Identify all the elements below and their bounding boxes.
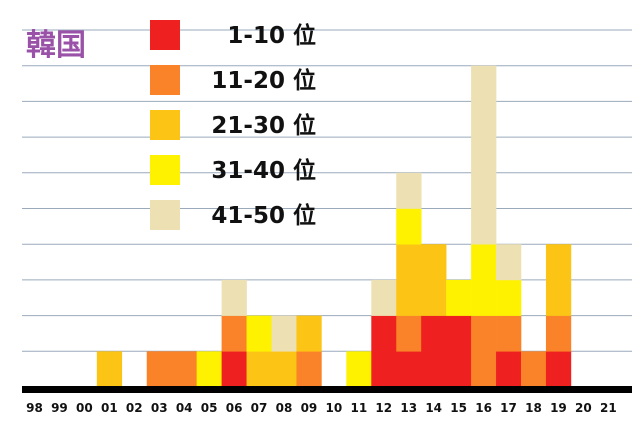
bar-segment-06-series-4 — [221, 279, 247, 316]
bar-segment-01-series-2 — [96, 351, 123, 388]
x-tick-label: 20 — [575, 401, 592, 415]
legend-swatch-1-10 — [150, 20, 180, 50]
bar-segment-09-series-1 — [296, 351, 322, 388]
bar-segment-19-series-1 — [545, 315, 572, 352]
x-tick-label: 17 — [500, 401, 517, 415]
bar-segment-18-series-1 — [521, 351, 547, 388]
bar-segment-03-series-1 — [146, 351, 172, 388]
x-tick-label: 04 — [176, 401, 193, 415]
gridlines — [22, 29, 632, 352]
x-tick-label: 06 — [226, 401, 243, 415]
x-tick-label: 10 — [326, 401, 343, 415]
bar-segment-16-series-1 — [471, 315, 497, 388]
legend-swatch-21-30 — [150, 110, 180, 140]
bar-segment-17-series-4 — [496, 244, 522, 281]
x-tick-label: 19 — [550, 401, 567, 415]
bar-segment-07-series-2 — [246, 351, 272, 388]
bar-segment-09-series-2 — [296, 315, 322, 352]
x-tick-label: 14 — [425, 401, 442, 415]
legend-item-31-40: 31-40 位 — [150, 155, 350, 191]
x-tick-label: 05 — [201, 401, 218, 415]
bar-segment-13-series-1 — [396, 315, 422, 352]
x-tick-label: 11 — [350, 401, 367, 415]
x-tick-label: 01 — [101, 401, 118, 415]
bar-segment-17-series-0 — [496, 351, 522, 388]
bar-segment-15-series-3 — [446, 279, 472, 316]
legend-item-1-10: 1-10 位 — [150, 20, 350, 56]
x-tick-label: 13 — [400, 401, 417, 415]
x-tick-label: 08 — [276, 401, 293, 415]
legend-swatch-41-50 — [150, 200, 180, 230]
x-tick-label: 98 — [26, 401, 43, 415]
bar-segment-06-series-1 — [221, 315, 247, 352]
legend-swatch-11-20 — [150, 65, 180, 95]
bar-segment-17-series-1 — [496, 315, 522, 352]
bar-segment-05-series-3 — [196, 351, 222, 388]
bar-segment-13-series-4 — [396, 172, 422, 209]
x-tick-label: 03 — [151, 401, 168, 415]
x-tick-label: 99 — [51, 401, 68, 415]
legend-swatch-31-40 — [150, 155, 180, 185]
bar-segment-16-series-3 — [471, 244, 497, 316]
legend-label-41-50: 41-50 位 — [211, 203, 316, 229]
legend-label-31-40: 31-40 位 — [211, 158, 316, 184]
bar-segment-06-series-0 — [221, 351, 247, 388]
bar-segment-13-series-2 — [396, 244, 422, 316]
x-tick-label: 18 — [525, 401, 542, 415]
bar-segment-16-series-4 — [471, 65, 497, 245]
bar-segment-08-series-2 — [271, 351, 297, 388]
bar-segment-19-series-2 — [545, 244, 572, 316]
x-tick-label: 12 — [375, 401, 392, 415]
legend-label-1-10: 1-10 位 — [227, 23, 316, 49]
x-tick-label: 21 — [600, 401, 617, 415]
x-tick-labels: 98 99 00 01 02 03 04 05 06 07 08 09 10 11 12 13 14 15 16 17… — [26, 401, 617, 415]
legend-item-11-20: 11-20 位 — [150, 65, 350, 101]
x-axis-baseline — [22, 386, 632, 393]
x-tick-label: 07 — [251, 401, 268, 415]
bar-segment-12-series-4 — [371, 279, 397, 316]
bar-segment-14-series-0 — [421, 315, 447, 388]
bar-segment-11-series-3 — [346, 351, 372, 388]
bar-segment-17-series-3 — [496, 279, 522, 316]
x-tick-label: 16 — [475, 401, 492, 415]
legend-item-21-30: 21-30 位 — [150, 110, 350, 146]
bar-segment-14-series-2 — [421, 244, 447, 316]
bar-segment-15-series-0 — [446, 315, 472, 388]
legend-label-21-30: 21-30 位 — [211, 113, 316, 139]
x-tick-label: 09 — [301, 401, 318, 415]
bar-segment-13-series-0 — [396, 351, 422, 388]
bar-segment-19-series-0 — [545, 351, 572, 388]
legend-item-41-50: 41-50 位 — [150, 200, 350, 236]
legend-label-11-20: 11-20 位 — [211, 68, 316, 94]
chart-title: 韓国 — [26, 28, 86, 63]
x-tick-label: 02 — [126, 401, 143, 415]
x-tick-label: 15 — [450, 401, 467, 415]
bar-segment-08-series-4 — [271, 315, 297, 352]
bar-segment-12-series-0 — [371, 315, 397, 388]
x-tick-label: 00 — [76, 401, 93, 415]
bar-segment-07-series-3 — [246, 315, 272, 352]
bar-segment-13-series-3 — [396, 208, 422, 245]
bars — [96, 65, 572, 388]
bar-segment-04-series-1 — [171, 351, 197, 388]
